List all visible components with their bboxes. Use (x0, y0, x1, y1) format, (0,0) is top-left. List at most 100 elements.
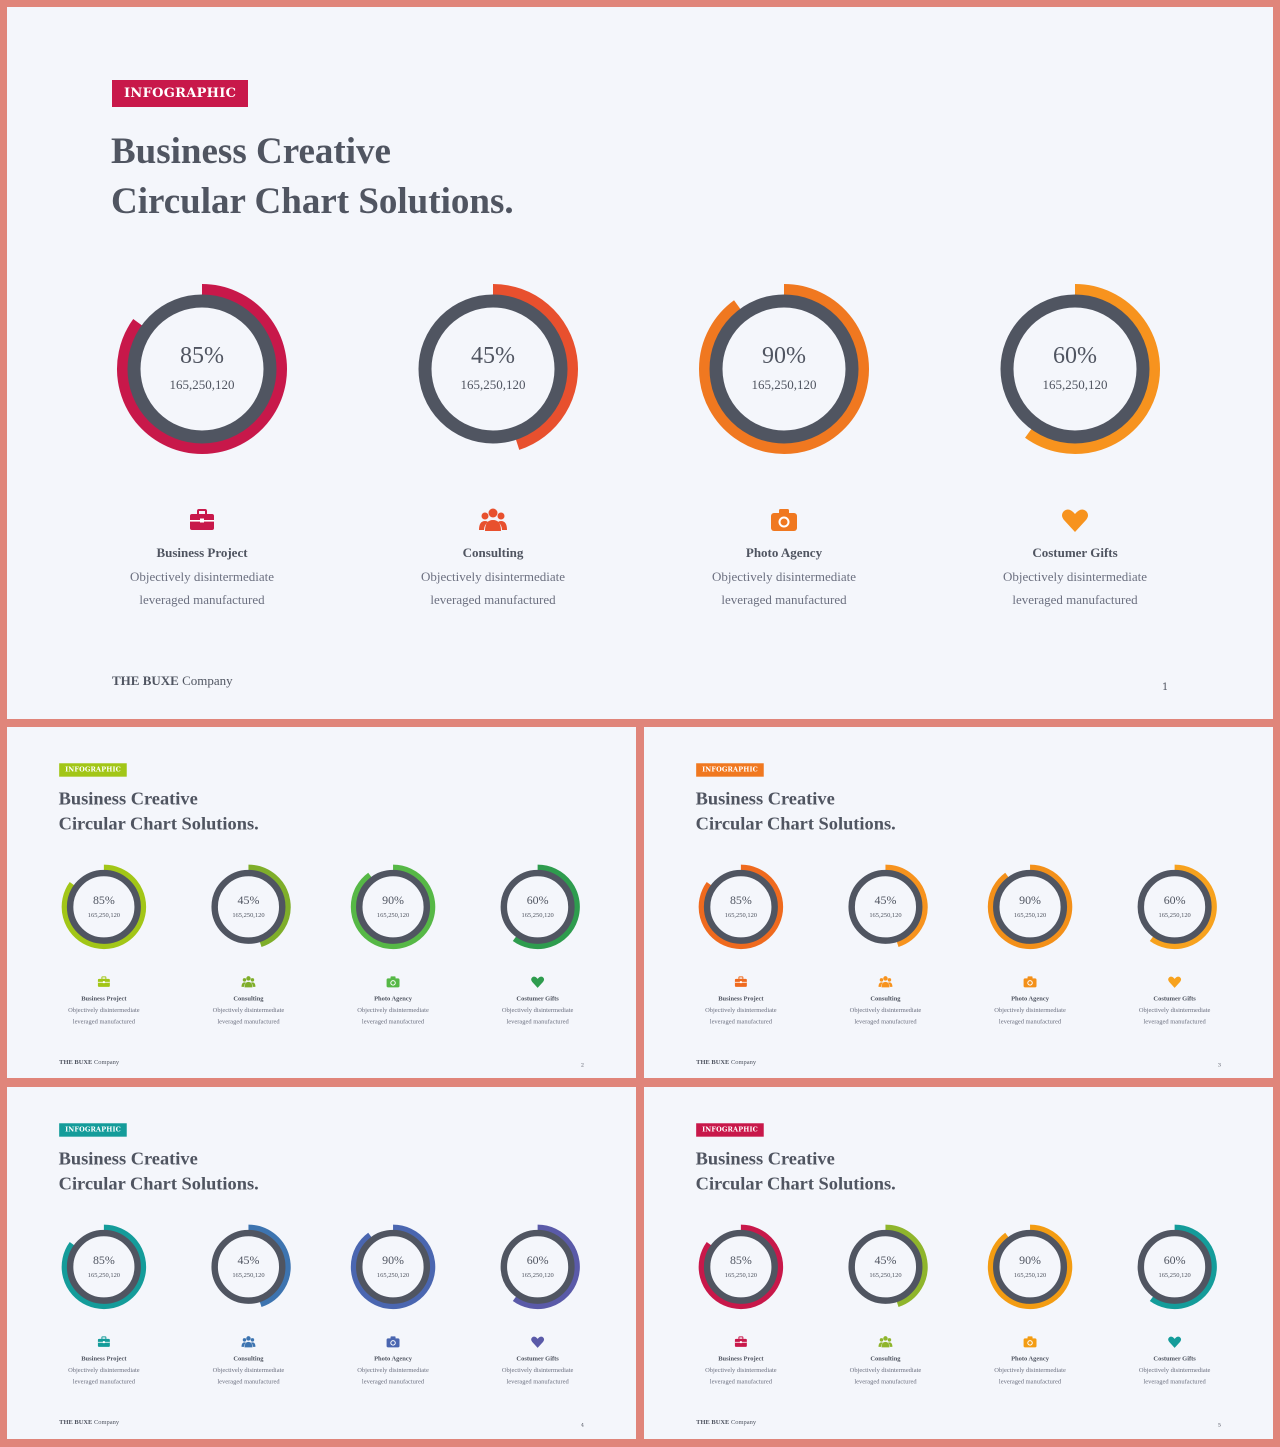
ring-percent: 90% (1019, 1253, 1041, 1267)
ring-chart (698, 864, 784, 950)
feature-name: Costumer Gifts (1153, 994, 1196, 1002)
ring-percent: 85% (92, 893, 115, 907)
ring-number: 165,250,120 (521, 910, 554, 919)
ring-chart (350, 1224, 436, 1310)
slide-4[interactable]: INFOGRAPHIC Business Creative Circular C… (7, 1087, 636, 1439)
feature-name: Costumer Gifts (516, 994, 559, 1002)
camera-icon (1023, 974, 1038, 989)
ring-percent: 60% (526, 893, 549, 907)
progress-ring: 90% 165,250,120 (694, 279, 874, 459)
ring-arc (117, 284, 287, 454)
title-line-1: Business Creative (58, 788, 198, 809)
feature-desc-line-2: leveraged manufactured (709, 1017, 772, 1026)
feature-description: Objectively disintermediate leveraged ma… (686, 1364, 795, 1387)
feature-desc-line-1: Objectively disintermediate (705, 1006, 777, 1014)
ring-arc (248, 1224, 291, 1308)
feature-desc-line-2: leveraged manufactured (361, 1377, 425, 1386)
company-bold: THE BUXE (59, 1057, 93, 1066)
feature-desc-line-2: leveraged manufactured (709, 1377, 772, 1386)
users-icon (878, 974, 893, 989)
feature-item: Consulting Objectively disintermediate l… (831, 1334, 940, 1387)
feature-description: Objectively disintermediate leveraged ma… (674, 565, 894, 611)
feature-description: Objectively disintermediate leveraged ma… (338, 1004, 447, 1027)
ring-percent: 45% (237, 1253, 260, 1267)
briefcase-icon (96, 974, 111, 989)
ring-percent: 85% (729, 893, 752, 907)
ring-chart (1000, 284, 1160, 454)
ring-arc (350, 1224, 436, 1310)
feature-desc-line-1: Objectively disintermediate (68, 1366, 140, 1374)
feature-desc-line-2: leveraged manufactured (361, 1017, 425, 1026)
ring-percent: 85% (180, 343, 224, 369)
ring-chart (500, 1224, 580, 1310)
ring-number: 165,250,120 (169, 377, 235, 392)
ring-arc (492, 284, 578, 450)
ring-number: 165,250,120 (521, 1270, 554, 1279)
slide-title: Business Creative Circular Chart Solutio… (696, 787, 896, 837)
users-icon (241, 1334, 256, 1349)
title-line-1: Business Creative (111, 131, 391, 172)
feature-name: Business Project (81, 994, 127, 1002)
company-bold: THE BUXE (696, 1417, 730, 1426)
ring-arc (698, 1224, 784, 1310)
ring-chart (987, 1224, 1073, 1310)
title-line-1: Business Creative (58, 1148, 198, 1169)
feature-name: Costumer Gifts (1032, 545, 1118, 560)
feature-item: Photo Agency Objectively disintermediate… (975, 1334, 1084, 1387)
feature-desc-line-1: Objectively disintermediate (705, 1366, 777, 1374)
feature-desc-line-2: leveraged manufactured (72, 1377, 135, 1386)
ring-arc (699, 284, 869, 454)
progress-ring: 60% 165,250,120 (1130, 862, 1219, 951)
progress-ring: 60% 165,250,120 (1130, 1222, 1219, 1311)
feature-name: Consulting (462, 545, 524, 560)
progress-ring: 60% 165,250,120 (493, 1222, 582, 1311)
feature-desc-line-2: leveraged manufactured (1143, 1377, 1206, 1386)
feature-description: Objectively disintermediate leveraged ma… (965, 565, 1185, 611)
company-footer: THE BUXE Company (696, 1058, 756, 1066)
progress-ring: 90% 165,250,120 (348, 862, 437, 951)
feature-name: Costumer Gifts (516, 1354, 559, 1362)
feature-item: Costumer Gifts Objectively disintermedia… (965, 505, 1185, 611)
feature-item: Consulting Objectively disintermediate l… (383, 505, 603, 611)
feature-description: Objectively disintermediate leveraged ma… (1120, 1004, 1229, 1027)
users-icon (241, 974, 256, 989)
company-rest: Company (92, 1057, 120, 1066)
camera-icon (386, 974, 401, 989)
ring-percent: 90% (762, 343, 806, 369)
ring-arc (350, 864, 436, 950)
slide-2[interactable]: INFOGRAPHIC Business Creative Circular C… (7, 727, 636, 1078)
infographic-badge: INFOGRAPHIC (696, 763, 764, 777)
company-footer: THE BUXE Company (59, 1418, 119, 1426)
ring-arc (885, 864, 928, 948)
feature-description: Objectively disintermediate leveraged ma… (831, 1004, 940, 1027)
feature-desc-line-1: Objectively disintermediate (1138, 1006, 1211, 1014)
feature-desc-line-2: leveraged manufactured (506, 1017, 569, 1026)
ring-chart (699, 284, 869, 454)
feature-item: Consulting Objectively disintermediate l… (831, 974, 940, 1027)
ring-track (418, 294, 568, 444)
feature-item: Photo Agency Objectively disintermediate… (338, 974, 447, 1027)
ring-chart (500, 864, 580, 950)
progress-ring: 45% 165,250,120 (841, 862, 930, 951)
slide-title: Business Creative Circular Chart Solutio… (696, 1147, 896, 1197)
slide-1[interactable]: INFOGRAPHIC Business Creative Circular C… (7, 7, 1273, 719)
infographic-badge: INFOGRAPHIC (59, 763, 127, 777)
ring-arc (248, 864, 291, 948)
users-icon (878, 1334, 893, 1349)
feature-desc-line-2: leveraged manufactured (217, 1377, 280, 1386)
ring-number: 165,250,120 (376, 910, 410, 919)
ring-track (848, 869, 923, 944)
feature-desc-line-1: Objectively disintermediate (357, 1366, 429, 1374)
ring-track (356, 869, 431, 944)
slide-3[interactable]: INFOGRAPHIC Business Creative Circular C… (644, 727, 1273, 1078)
slide-5[interactable]: INFOGRAPHIC Business Creative Circular C… (644, 1087, 1273, 1439)
ring-chart (987, 864, 1073, 950)
ring-track (1000, 294, 1150, 444)
ring-chart (1137, 864, 1217, 950)
feature-item: Photo Agency Objectively disintermediate… (338, 1334, 447, 1387)
feature-desc-line-2: leveraged manufactured (1143, 1017, 1206, 1026)
ring-arc (61, 864, 147, 950)
progress-ring: 45% 165,250,120 (403, 279, 583, 459)
ring-number: 165,250,120 (460, 377, 526, 392)
ring-chart (1137, 1224, 1217, 1310)
